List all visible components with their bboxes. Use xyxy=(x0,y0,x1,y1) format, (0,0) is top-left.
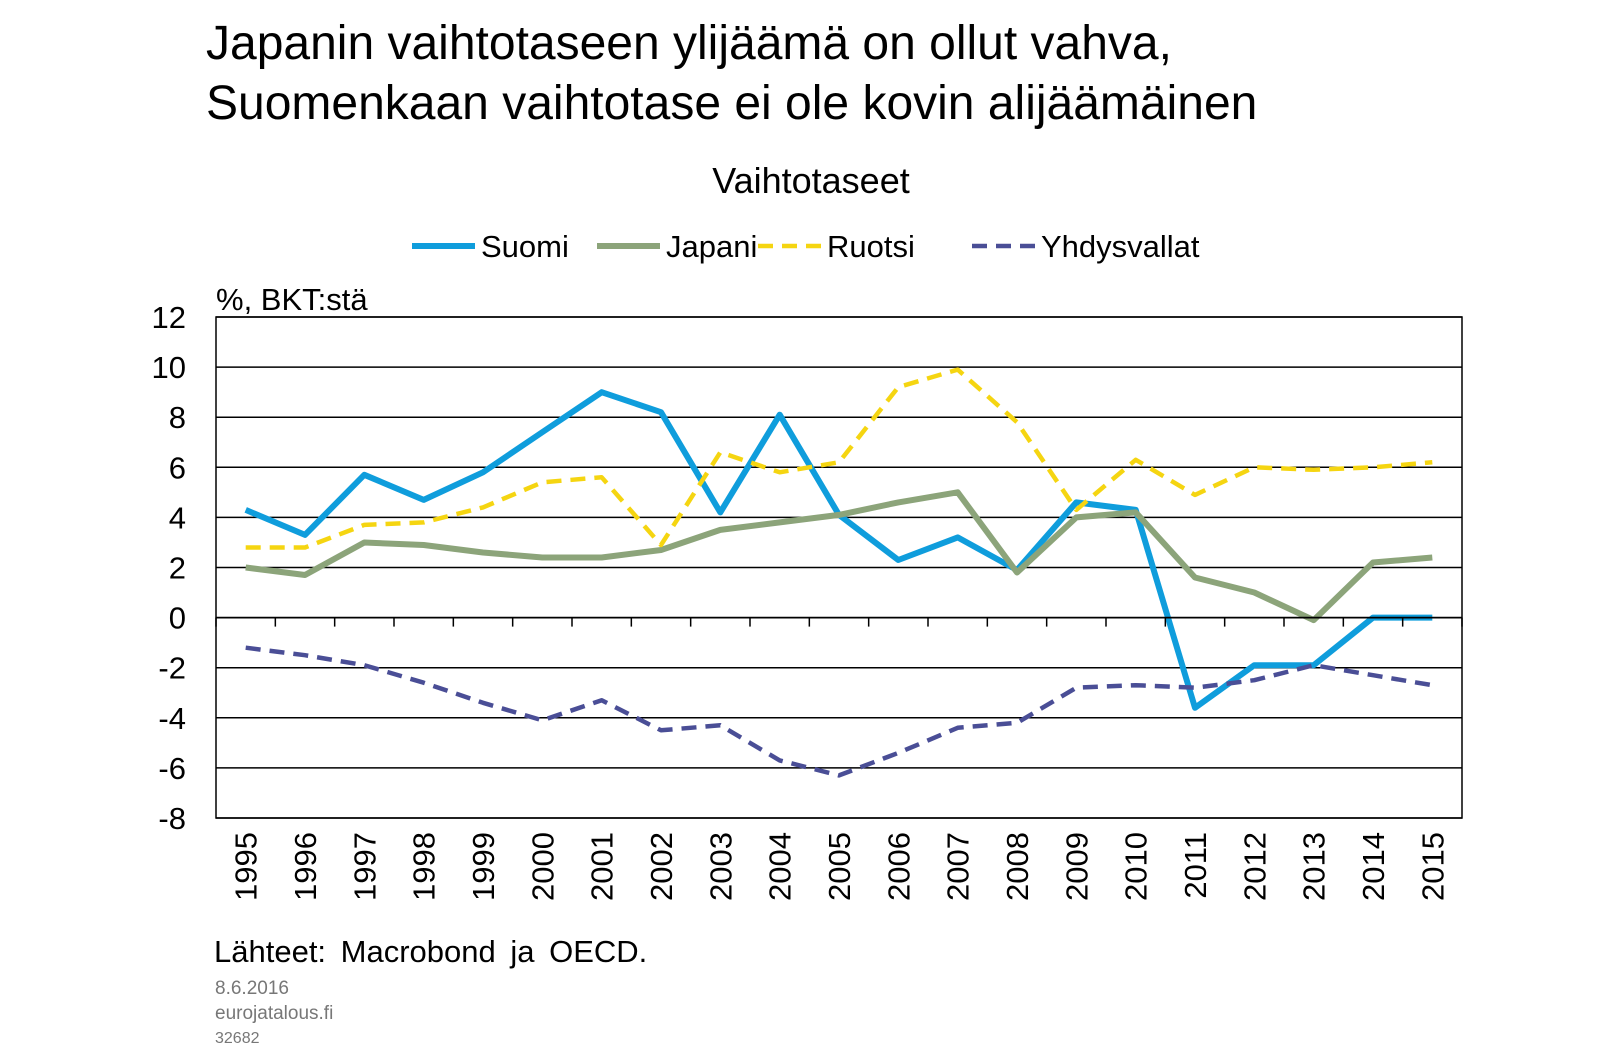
x-tick-label: 1999 xyxy=(466,832,501,901)
source-note: Lähteet: Macrobond ja OECD. xyxy=(214,934,648,969)
y-tick-label: 8 xyxy=(169,400,186,435)
gridlines xyxy=(216,316,1462,819)
chart-code: 32682 xyxy=(215,1030,260,1047)
x-tick-label: 1997 xyxy=(347,832,382,901)
x-tick-label: 2015 xyxy=(1415,832,1450,901)
x-tick-label: 2007 xyxy=(941,832,976,901)
x-tick-label: 2004 xyxy=(763,832,798,901)
plot-frame xyxy=(215,316,1463,819)
y-tick-label: 6 xyxy=(169,450,186,485)
legend-label: Yhdysvallat xyxy=(1041,229,1200,264)
legend: Suomi Japani Ruotsi Yhdysvallat xyxy=(412,229,1200,264)
x-tick-label: 1996 xyxy=(288,832,323,901)
x-tick-label: 2010 xyxy=(1119,832,1154,901)
y-tick-label: 2 xyxy=(169,551,186,586)
x-tick-label: 2008 xyxy=(1000,832,1035,901)
publish-date: 8.6.2016 xyxy=(215,978,289,999)
y-tick-label: 12 xyxy=(152,300,186,335)
y-tick-label: 4 xyxy=(169,500,186,535)
y-tick-label: -8 xyxy=(158,801,186,836)
legend-label: Ruotsi xyxy=(827,229,915,264)
headline-line-2: Suomenkaan vaihtotase ei ole kovin alijä… xyxy=(206,77,1258,130)
series-line-suomi xyxy=(244,389,1433,711)
x-tick-label: 2013 xyxy=(1297,832,1332,901)
x-tick-label: 2014 xyxy=(1356,832,1391,901)
y-tick-label: -2 xyxy=(158,651,186,686)
legend-label: Suomi xyxy=(481,229,569,264)
site-name: eurojatalous.fi xyxy=(215,1003,334,1024)
series-line-yhdysvallat xyxy=(245,645,1433,778)
legend-label: Japani xyxy=(666,229,757,264)
series-line-japani xyxy=(245,489,1433,624)
headline: Japanin vaihtotaseen ylijäämä on ollut v… xyxy=(206,14,1257,134)
y-axis-label: %, BKT:stä xyxy=(216,282,368,317)
y-tick-label: -4 xyxy=(158,701,186,736)
axes xyxy=(215,316,1463,819)
series-line-ruotsi xyxy=(245,367,1433,550)
x-tick-label: 2001 xyxy=(585,832,620,901)
y-tick-label: -6 xyxy=(158,751,186,786)
x-tick-label: 2012 xyxy=(1237,832,1272,901)
x-tick-label: 1998 xyxy=(407,832,442,901)
x-tick-label: 2002 xyxy=(644,832,679,901)
x-tick-label: 2006 xyxy=(881,832,916,901)
x-tick-label: 2009 xyxy=(1059,832,1094,901)
y-tick-label: 10 xyxy=(152,350,186,385)
line-chart: Suomi Japani Ruotsi Yhdysvallat %, BKT:stä … xyxy=(152,229,1463,901)
x-tick-label: 1995 xyxy=(229,832,264,901)
headline-line-1: Japanin vaihtotaseen ylijäämä on ollut v… xyxy=(206,17,1172,70)
series-lines xyxy=(244,367,1433,778)
x-tick-label: 2000 xyxy=(525,832,560,901)
y-tick-labels: 12 10 8 6 4 2 0 -2 -4 -6 -8 xyxy=(152,300,186,836)
x-tick-label: 2003 xyxy=(703,832,738,901)
x-tick-label: 2011 xyxy=(1178,832,1213,899)
chart-title: Vaihtotaseet xyxy=(712,160,910,201)
x-tick-labels: 1995 1996 1997 1998 1999 2000 2001 2002 2003 2004… xyxy=(229,832,1451,901)
y-tick-label: 0 xyxy=(169,601,186,636)
x-tick-label: 2005 xyxy=(822,832,857,901)
